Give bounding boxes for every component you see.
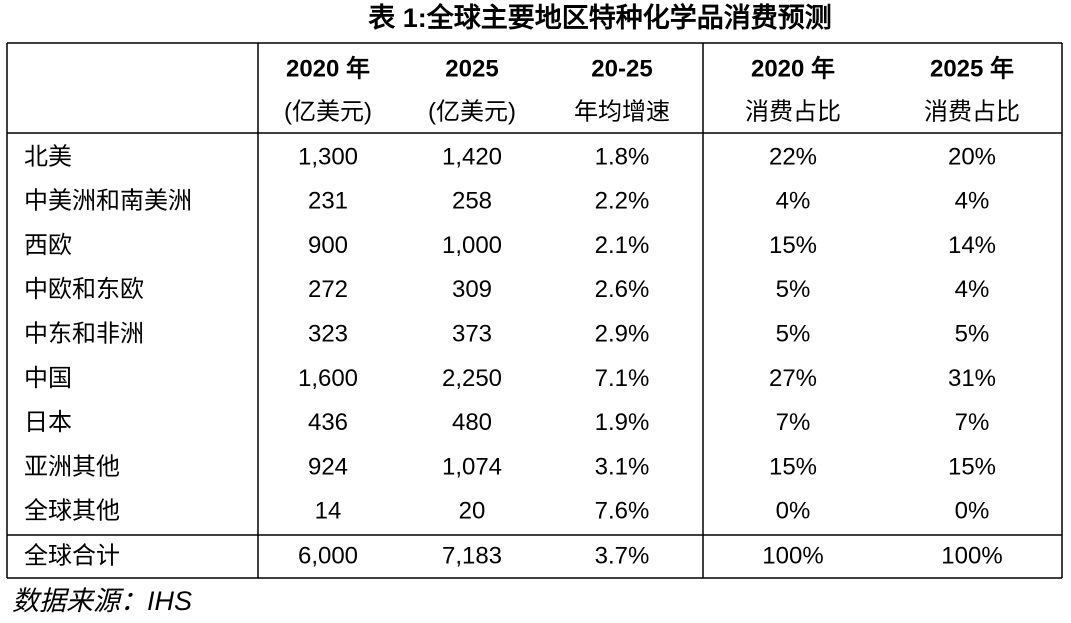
row-label: 中国 bbox=[24, 365, 72, 392]
cell: 7,183 bbox=[442, 542, 502, 569]
cell: 2.6% bbox=[595, 276, 650, 303]
row-label: 中美洲和南美洲 bbox=[24, 188, 192, 215]
header-cell: 2025 bbox=[445, 55, 498, 82]
cell: 2.9% bbox=[595, 321, 650, 348]
cell: 1,074 bbox=[442, 453, 502, 480]
header-cell: 20-25 bbox=[591, 55, 652, 82]
cell: 3.1% bbox=[595, 453, 650, 480]
row-label: 日本 bbox=[24, 409, 72, 436]
cell: 15% bbox=[769, 453, 817, 480]
cell: 7.6% bbox=[595, 498, 650, 525]
row-label: 亚洲其他 bbox=[24, 453, 120, 480]
cell: 1,300 bbox=[298, 143, 358, 170]
cell: 5% bbox=[776, 276, 811, 303]
cell: 2.2% bbox=[595, 188, 650, 215]
cell: 7% bbox=[776, 409, 811, 436]
cell: 5% bbox=[955, 321, 990, 348]
row-label: 全球合计 bbox=[24, 542, 120, 569]
cell: 22% bbox=[769, 143, 817, 170]
header-cell: 2020 年 bbox=[751, 54, 835, 82]
cell: 31% bbox=[948, 365, 996, 392]
source-note: 数据来源：IHS bbox=[12, 586, 192, 616]
header-cell: (亿美元) bbox=[428, 98, 516, 125]
cell: 258 bbox=[452, 188, 492, 215]
header-cell: 年均增速 bbox=[574, 98, 670, 125]
table-title: 表 1:全球主要地区特种化学品消费预测 bbox=[368, 2, 832, 33]
cell: 231 bbox=[308, 188, 348, 215]
header-cell: (亿美元) bbox=[284, 98, 372, 125]
cell: 27% bbox=[769, 365, 817, 392]
cell: 1.8% bbox=[595, 143, 650, 170]
cell: 2,250 bbox=[442, 365, 502, 392]
cell: 1,000 bbox=[442, 232, 502, 259]
cell: 1,420 bbox=[442, 143, 502, 170]
cell: 0% bbox=[776, 498, 811, 525]
row-label: 中欧和东欧 bbox=[24, 276, 144, 303]
header-cell: 2020 年 bbox=[286, 54, 370, 82]
cell: 7.1% bbox=[595, 365, 650, 392]
cell: 323 bbox=[308, 321, 348, 348]
cell: 4% bbox=[955, 276, 990, 303]
cell: 373 bbox=[452, 321, 492, 348]
row-label: 中东和非洲 bbox=[24, 321, 144, 348]
row-label: 全球其他 bbox=[24, 498, 120, 525]
cell: 1,600 bbox=[298, 365, 358, 392]
cell: 6,000 bbox=[298, 542, 358, 569]
cell: 480 bbox=[452, 409, 492, 436]
cell: 7% bbox=[955, 409, 990, 436]
cell: 15% bbox=[948, 453, 996, 480]
header-cell: 消费占比 bbox=[745, 98, 841, 125]
cell: 3.7% bbox=[595, 542, 650, 569]
cell: 309 bbox=[452, 276, 492, 303]
cell: 14% bbox=[948, 232, 996, 259]
cell: 5% bbox=[776, 321, 811, 348]
cell: 272 bbox=[308, 276, 348, 303]
header-cell: 消费占比 bbox=[924, 98, 1020, 125]
cell: 100% bbox=[941, 542, 1002, 569]
cell: 20% bbox=[948, 143, 996, 170]
cell: 14 bbox=[315, 498, 342, 525]
cell: 4% bbox=[776, 188, 811, 215]
cell: 0% bbox=[955, 498, 990, 525]
cell: 436 bbox=[308, 409, 348, 436]
cell: 1.9% bbox=[595, 409, 650, 436]
row-label: 北美 bbox=[24, 143, 72, 170]
cell: 924 bbox=[308, 453, 348, 480]
cell: 900 bbox=[308, 232, 348, 259]
header-cell: 2025 年 bbox=[930, 54, 1014, 82]
cell: 15% bbox=[769, 232, 817, 259]
cell: 20 bbox=[459, 498, 486, 525]
cell: 4% bbox=[955, 188, 990, 215]
row-label: 西欧 bbox=[24, 232, 72, 259]
cell: 2.1% bbox=[595, 232, 650, 259]
cell: 100% bbox=[762, 542, 823, 569]
